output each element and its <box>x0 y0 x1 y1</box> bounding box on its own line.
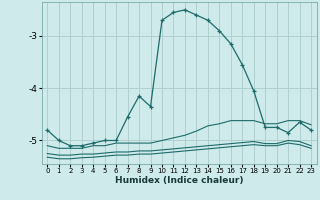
X-axis label: Humidex (Indice chaleur): Humidex (Indice chaleur) <box>115 176 244 185</box>
